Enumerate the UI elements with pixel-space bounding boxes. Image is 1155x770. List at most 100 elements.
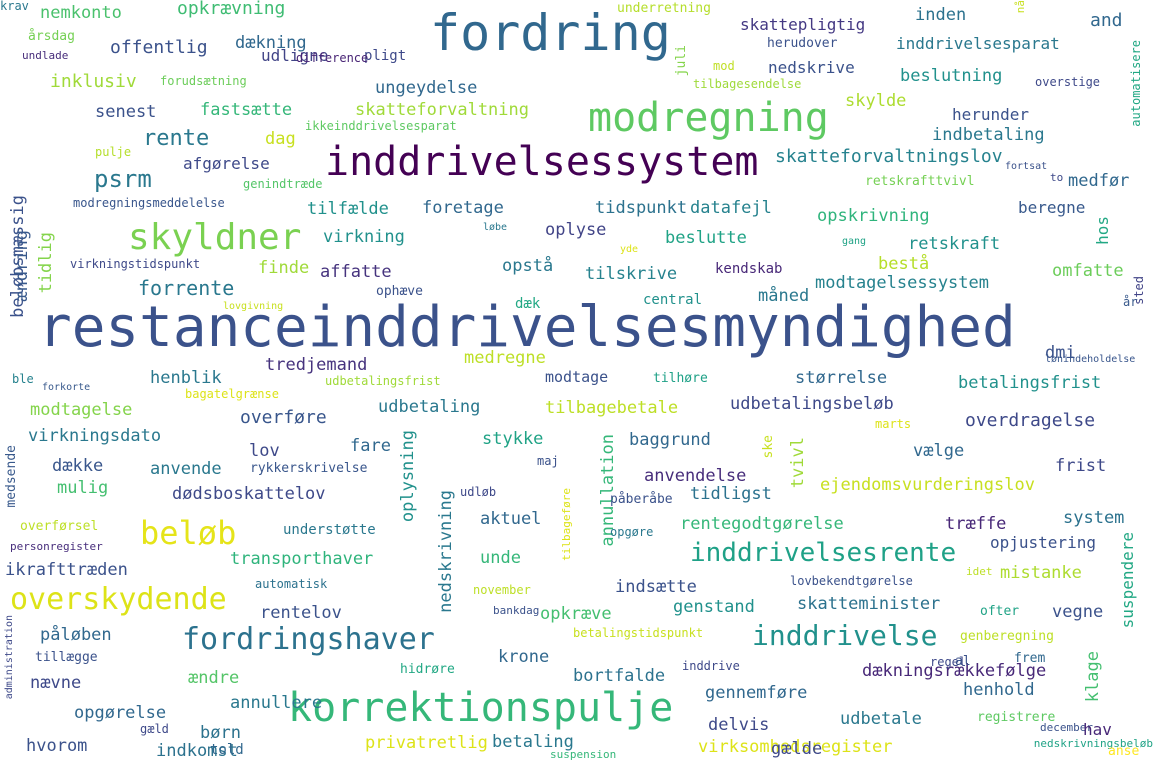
cloud-word: dag [265, 129, 296, 149]
cloud-word: kendskab [715, 261, 783, 277]
cloud-word: tilbagebetale [545, 398, 679, 418]
cloud-word: indbetaling [932, 125, 1045, 145]
cloud-word: gennemføre [705, 683, 808, 703]
cloud-word: rentelov [260, 603, 342, 623]
cloud-word: beslutning [900, 66, 1003, 86]
cloud-word: affatte [320, 262, 392, 282]
cloud-word: medfør [1068, 171, 1130, 191]
cloud-word: offentlig [110, 37, 208, 58]
cloud-word: frem [1014, 651, 1046, 666]
cloud-word: november [473, 583, 531, 597]
cloud-word: medregne [464, 348, 546, 368]
cloud-word: fordring [430, 4, 671, 62]
cloud-word: bagatelgrænse [185, 387, 279, 401]
cloud-word: gæld [140, 722, 169, 736]
cloud-word: modtagelse [30, 400, 133, 420]
cloud-word: inden [915, 5, 967, 25]
cloud-word: krav [0, 0, 29, 13]
cloud-word: tilbagesendelse [693, 77, 802, 91]
cloud-word: forudsætning [160, 74, 247, 88]
cloud-word: oplyse [545, 220, 607, 240]
cloud-word: aktuel [480, 509, 542, 529]
cloud-word: skyldner [128, 217, 302, 258]
cloud-word: inddrive [682, 659, 740, 673]
cloud-word: datafejl [690, 198, 772, 218]
cloud-word: modtage [545, 368, 609, 386]
cloud-word: ske [761, 435, 776, 459]
cloud-word: inddrivelsesparat [896, 34, 1060, 53]
cloud-word: udløb [460, 485, 497, 499]
cloud-word: foretage [422, 198, 504, 218]
cloud-word: udbetalingsfrist [325, 374, 441, 388]
cloud-word: juli [674, 45, 689, 77]
cloud-word: inddrivelse [752, 619, 938, 652]
cloud-word: fastsætte [200, 100, 293, 120]
cloud-word: betaling [492, 732, 574, 752]
cloud-word: tilskrive [585, 264, 678, 284]
cloud-word: yde [620, 244, 639, 255]
cloud-word: overstige [1035, 75, 1101, 89]
cloud-word: system [1063, 508, 1125, 528]
cloud-word: rente [143, 126, 210, 151]
cloud-word: nemkonto [40, 3, 122, 23]
cloud-word: lønindeholdelse [1045, 354, 1136, 365]
cloud-word: ofter [980, 604, 1020, 619]
cloud-word: ejendomsvurderingslov [820, 475, 1035, 495]
cloud-word: nævne [30, 673, 82, 693]
cloud-word: finde [258, 258, 310, 278]
cloud-word: ændre [188, 668, 240, 688]
cloud-word: ændring [12, 230, 32, 302]
cloud-word: al [955, 654, 971, 669]
cloud-word: rentegodtgørelse [680, 514, 844, 534]
cloud-word: henhold [963, 680, 1035, 700]
cloud-word: lovbekendtgørelse [790, 574, 913, 588]
cloud-word: senest [95, 102, 157, 122]
cloud-word: betalingsfrist [958, 373, 1102, 393]
cloud-word: hidrøre [400, 662, 455, 677]
cloud-word: tillægge [35, 650, 98, 665]
cloud-word: skylde [845, 91, 907, 111]
cloud-word: dæk [515, 296, 541, 312]
cloud-word: dækningsrækkefølge [862, 661, 1047, 681]
cloud-word: retskraft [908, 234, 1001, 254]
cloud-word: undlade [22, 49, 69, 62]
cloud-word: opgørelse [74, 703, 167, 723]
cloud-word: beslutte [665, 228, 747, 248]
cloud-word: dmi [1045, 343, 1076, 363]
cloud-word: virkning [323, 227, 405, 247]
cloud-word: central [643, 292, 703, 308]
cloud-word: tidlig [36, 232, 56, 294]
cloud-word: udbetaling [378, 397, 481, 417]
cloud-word: anvende [150, 459, 222, 479]
cloud-word: klage [1083, 651, 1103, 703]
cloud-word: ungeydelse [375, 78, 478, 98]
cloud-word: udligne [261, 46, 329, 65]
cloud-word: modregningsmeddelelse [73, 196, 225, 210]
cloud-word: dækning [235, 33, 307, 53]
cloud-word: tidligst [690, 484, 772, 504]
cloud-word: registrere [977, 710, 1056, 725]
cloud-word: overførsel [20, 519, 99, 534]
cloud-word: virksomhedsregister [698, 737, 893, 757]
cloud-word: inddrivelsesrente [690, 538, 957, 568]
cloud-word: hav [1083, 720, 1112, 739]
cloud-word: betalingstidspunkt [573, 626, 704, 640]
cloud-word: opkræve [540, 604, 612, 624]
cloud-word: retskrafttvivl [865, 174, 975, 189]
cloud-word: oplysning [398, 430, 418, 523]
cloud-word: genstand [673, 597, 755, 617]
cloud-word: modregning [588, 95, 829, 141]
cloud-word: henblik [150, 368, 222, 388]
cloud-word: psrm [94, 165, 152, 193]
cloud-word: herunder [952, 105, 1030, 124]
cloud-word: tvivl [788, 437, 808, 489]
cloud-word: stykke [482, 429, 544, 449]
cloud-word: overskydende [10, 582, 227, 617]
cloud-word: mulig [57, 478, 109, 498]
cloud-word: påberåbe [610, 492, 673, 507]
cloud-word: inddrivelsessystem [325, 139, 759, 185]
cloud-word: hvorom [26, 736, 88, 756]
cloud-word: størrelse [795, 368, 888, 388]
cloud-word: træffe [945, 514, 1007, 534]
